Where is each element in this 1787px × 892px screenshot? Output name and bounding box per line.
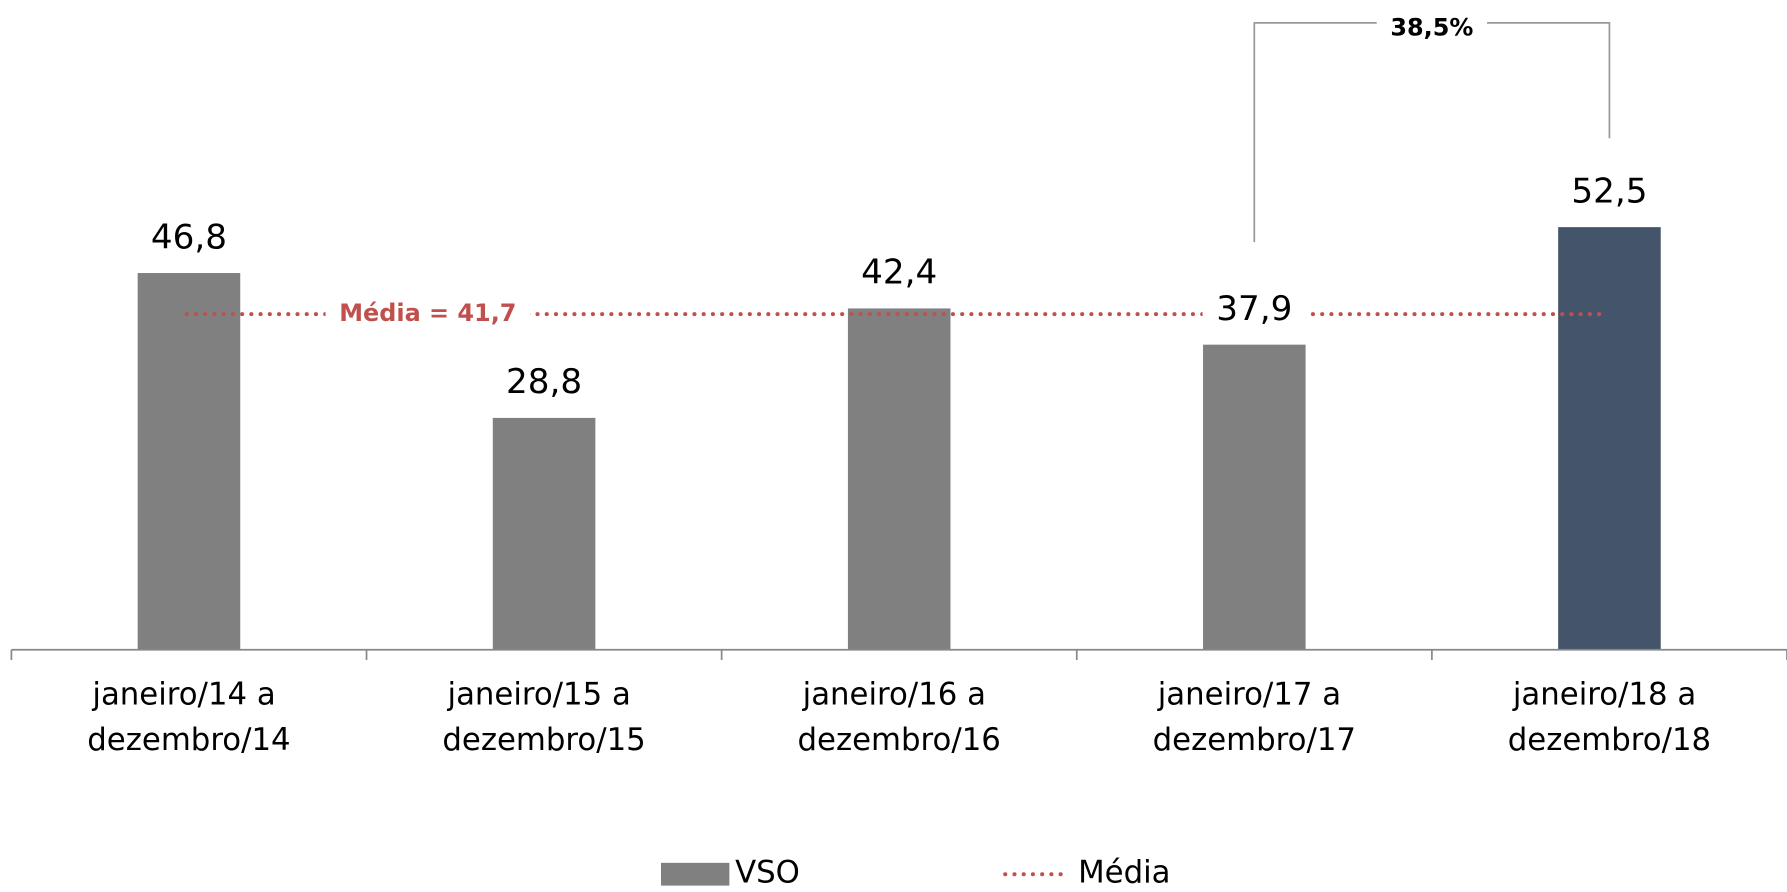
bar (1558, 227, 1661, 650)
x-tick-label-line: dezembro/14 (87, 721, 290, 757)
bar (847, 308, 951, 650)
bar (137, 273, 241, 650)
label-background (137, 214, 241, 263)
value-label: 37,9 (1216, 289, 1292, 329)
x-tick-label-line: janeiro/14 a (91, 676, 285, 712)
x-tick-label-line: janeiro/18 a (1512, 676, 1706, 712)
reference-label: Média = 41,7 (339, 299, 516, 327)
x-tick-label-line: dezembro/18 (1508, 721, 1711, 757)
value-label: 46,8 (151, 217, 227, 257)
x-tick-label: janeiro/14 a dezembro/14 (87, 676, 290, 758)
bar (492, 417, 596, 650)
label-background (325, 297, 531, 331)
value-label: 52,5 (1571, 171, 1647, 211)
x-tick-label: janeiro/15 a dezembro/15 (442, 676, 645, 758)
label-background (1202, 286, 1307, 335)
legend-swatch (661, 862, 730, 886)
x-tick-label-line: dezembro/16 (798, 721, 1001, 757)
x-tick-label: janeiro/16 a dezembro/16 (798, 676, 1001, 758)
label-background (1557, 169, 1662, 217)
x-tick-label-line: dezembro/17 (1153, 721, 1356, 757)
legend-label: Média (1078, 855, 1170, 888)
x-tick-label: janeiro/17 a dezembro/17 (1153, 676, 1356, 758)
bracket (1253, 22, 1611, 243)
bar (1203, 344, 1306, 650)
value-label: 28,8 (506, 362, 582, 402)
x-tick-label-line: janeiro/16 a (802, 676, 996, 712)
legend-label: VSO (735, 855, 800, 888)
label-background (492, 359, 596, 408)
bracket-label: 38,5% (1390, 14, 1473, 42)
x-tick-label-line: dezembro/15 (442, 721, 645, 757)
x-tick-label-line: janeiro/15 a (447, 676, 641, 712)
label-background (847, 250, 951, 299)
label-background (1376, 11, 1488, 46)
x-tick-label: janeiro/18 a dezembro/18 (1508, 676, 1711, 758)
x-tick-label-line: janeiro/17 a (1157, 676, 1351, 712)
value-label: 42,4 (861, 253, 937, 293)
